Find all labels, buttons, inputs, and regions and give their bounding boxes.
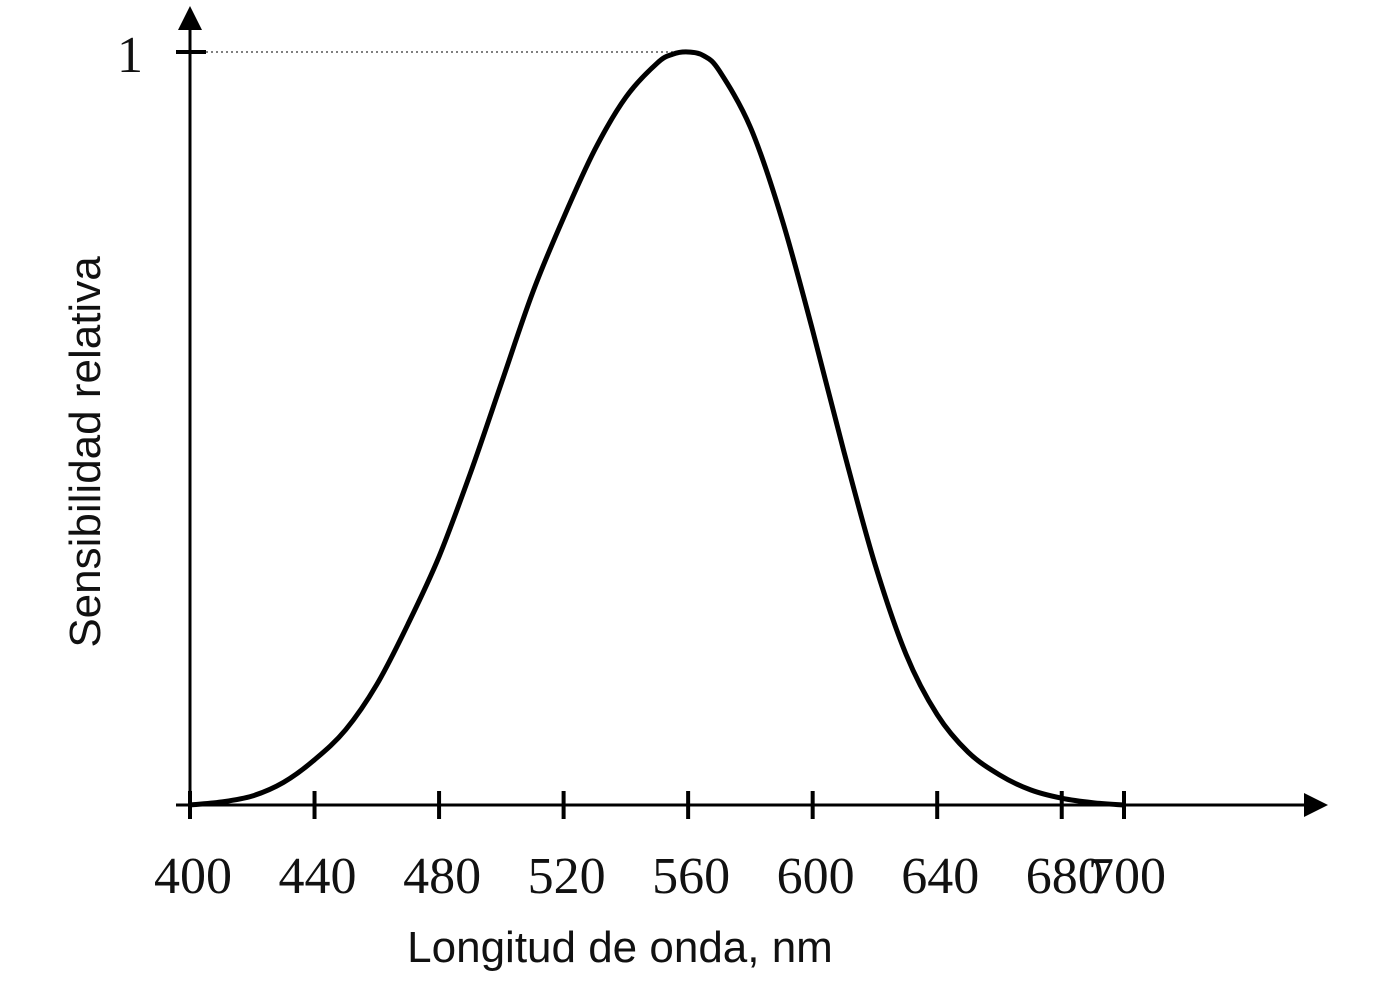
y-tick-label-1: 1 — [117, 27, 143, 84]
series-line-0 — [187, 49, 1127, 808]
y-axis-title: Sensibilidad relativa — [61, 256, 110, 648]
x-axis-title: Longitud de onda, nm — [407, 923, 833, 972]
y-ticks: 1 — [117, 27, 206, 84]
y-axis-arrow — [178, 6, 202, 30]
x-tick-label-640: 640 — [901, 848, 979, 905]
x-tick-label-600: 600 — [777, 848, 855, 905]
x-tick-label-400: 400 — [154, 848, 232, 905]
x-tick-label-680: 680 — [1026, 848, 1104, 905]
series-layer — [187, 49, 1127, 808]
x-axis-arrow — [1304, 793, 1328, 817]
x-tick-label-560: 560 — [652, 848, 730, 905]
x-tick-label-480: 480 — [403, 848, 481, 905]
x-tick-label-520: 520 — [528, 848, 606, 905]
x-tick-label-440: 440 — [279, 848, 357, 905]
x-tick-label-700: 700 — [1088, 848, 1166, 905]
